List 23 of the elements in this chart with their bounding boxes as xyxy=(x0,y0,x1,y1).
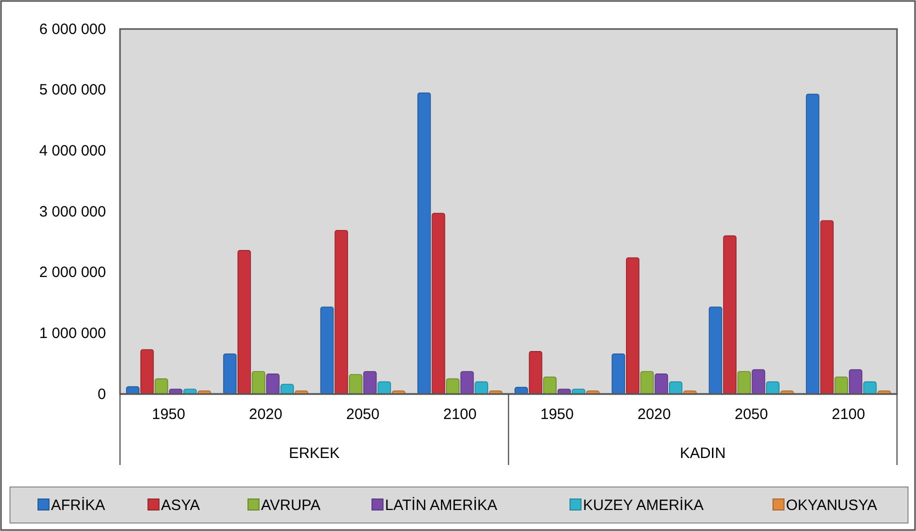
x-tick-label: 2020 xyxy=(249,406,282,423)
x-tick-label: 2020 xyxy=(638,406,671,423)
y-tick-label: 1 000 000 xyxy=(39,324,106,342)
y-tick-label: 6 000 000 xyxy=(39,20,106,38)
legend-label: ASYA xyxy=(161,497,200,514)
y-tick-label: 3 000 000 xyxy=(39,203,106,220)
y-tick-label: 0 xyxy=(98,386,106,403)
y-tick-label: 4 000 000 xyxy=(39,142,106,160)
y-tick-label: 5 000 000 xyxy=(39,82,106,99)
legend-label: KUZEY AMERİKA xyxy=(583,496,704,514)
text: ERKEK xyxy=(288,445,340,462)
x-tick-label: 2050 xyxy=(346,406,380,423)
legend-label: LATİN AMERİKA xyxy=(385,496,498,514)
x-tick-label: 1950 xyxy=(152,406,186,423)
legend-label: AVRUPA xyxy=(261,497,320,514)
x-tick-label: 2100 xyxy=(443,406,477,423)
x-tick-label: 1950 xyxy=(540,406,574,423)
text: KADIN xyxy=(680,445,726,462)
legend-label: AFRİKA xyxy=(51,496,106,514)
y-tick-label: 2 000 000 xyxy=(39,264,106,282)
x-tick-label: 2050 xyxy=(734,406,768,423)
legend-label: OKYANUSYA xyxy=(786,497,878,514)
x-tick-label: 2100 xyxy=(832,406,866,423)
